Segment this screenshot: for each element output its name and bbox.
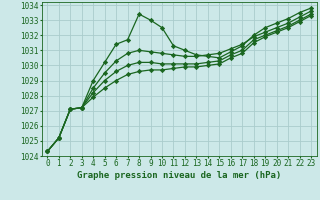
X-axis label: Graphe pression niveau de la mer (hPa): Graphe pression niveau de la mer (hPa) [77,171,281,180]
